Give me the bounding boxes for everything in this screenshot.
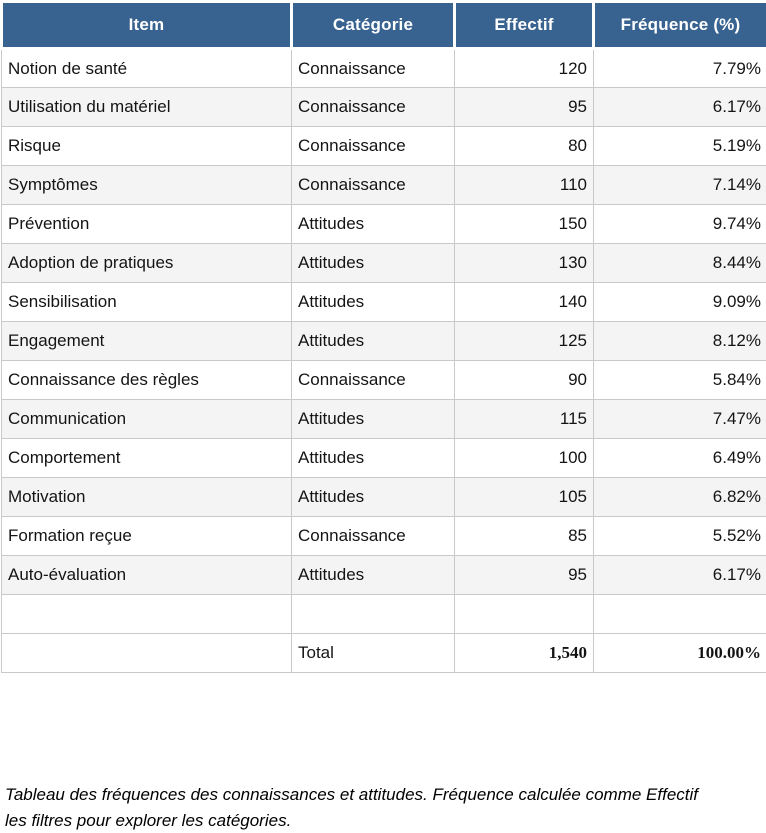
cell-effectif: 140 — [454, 282, 594, 322]
cell-categorie: Attitudes — [291, 282, 455, 322]
cell-item: Utilisation du matériel — [1, 87, 292, 127]
table-footer: Total 1,540 100.00% — [1, 594, 766, 673]
cell-item: Prévention — [1, 204, 292, 244]
cell-frequence: 6.82% — [593, 477, 766, 517]
cell-frequence: 5.84% — [593, 360, 766, 400]
empty-row — [1, 594, 766, 634]
cell-item: Auto-évaluation — [1, 555, 292, 595]
cell-frequence: 8.44% — [593, 243, 766, 283]
table-body: Notion de santé Connaissance 120 7.79% Utili… — [1, 48, 766, 595]
cell-item: Communication — [1, 399, 292, 439]
table-row: Symptômes Connaissance 110 7.14% — [1, 165, 766, 205]
table-row: Formation reçue Connaissance 85 5.52% — [1, 516, 766, 556]
empty-cell — [454, 594, 594, 634]
cell-categorie: Attitudes — [291, 321, 455, 361]
cell-effectif: 100 — [454, 438, 594, 478]
table-row: Adoption de pratiques Attitudes 130 8.44% — [1, 243, 766, 283]
cell-effectif: 80 — [454, 126, 594, 166]
cell-categorie: Attitudes — [291, 555, 455, 595]
cell-effectif: 115 — [454, 399, 594, 439]
table-row: Comportement Attitudes 100 6.49% — [1, 438, 766, 478]
cell-categorie: Connaissance — [291, 360, 455, 400]
cell-effectif: 90 — [454, 360, 594, 400]
cell-frequence: 9.74% — [593, 204, 766, 244]
cell-effectif: 120 — [454, 48, 594, 88]
header-item: Item — [0, 0, 293, 50]
cell-frequence: 6.17% — [593, 87, 766, 127]
empty-cell — [291, 594, 455, 634]
empty-cell — [1, 594, 292, 634]
cell-item: Connaissance des règles — [1, 360, 292, 400]
cell-categorie: Connaissance — [291, 48, 455, 88]
caption-line1: Tableau des fréquences des connaissances… — [5, 785, 698, 804]
empty-cell — [593, 594, 766, 634]
cell-categorie: Connaissance — [291, 165, 455, 205]
cell-effectif: 85 — [454, 516, 594, 556]
cell-effectif: 150 — [454, 204, 594, 244]
cell-effectif: 95 — [454, 555, 594, 595]
table-row: Notion de santé Connaissance 120 7.79% — [1, 48, 766, 88]
caption-line2: les filtres pour explorer les catégories… — [5, 811, 292, 830]
table-row: Prévention Attitudes 150 9.74% — [1, 204, 766, 244]
cell-categorie: Connaissance — [291, 516, 455, 556]
cell-item: Risque — [1, 126, 292, 166]
cell-item: Sensibilisation — [1, 282, 292, 322]
cell-categorie: Attitudes — [291, 477, 455, 517]
cell-frequence: 6.17% — [593, 555, 766, 595]
table-caption: Tableau des fréquences des connaissances… — [5, 782, 766, 833]
cell-frequence: 5.19% — [593, 126, 766, 166]
cell-effectif: 95 — [454, 87, 594, 127]
cell-categorie: Attitudes — [291, 399, 455, 439]
cell-item: Comportement — [1, 438, 292, 478]
cell-frequence: 6.49% — [593, 438, 766, 478]
header-effectif: Effectif — [453, 0, 595, 50]
cell-effectif: 105 — [454, 477, 594, 517]
table-row: Sensibilisation Attitudes 140 9.09% — [1, 282, 766, 322]
cell-item: Notion de santé — [1, 48, 292, 88]
table-row: Utilisation du matériel Connaissance 95 6.1… — [1, 87, 766, 127]
total-effectif: 1,540 — [454, 633, 594, 673]
header-categorie: Catégorie — [290, 0, 456, 50]
cell-frequence: 7.79% — [593, 48, 766, 88]
total-label: Total — [291, 633, 455, 673]
header-frequence: Fréquence (%) — [592, 0, 766, 50]
total-empty-cell — [1, 633, 292, 673]
cell-item: Formation reçue — [1, 516, 292, 556]
total-row: Total 1,540 100.00% — [1, 633, 766, 673]
frequency-table: Item Catégorie Effectif Fréquence (%) No… — [0, 0, 766, 673]
cell-frequence: 8.12% — [593, 321, 766, 361]
table-row: Auto-évaluation Attitudes 95 6.17% — [1, 555, 766, 595]
total-frequence: 100.00% — [593, 633, 766, 673]
cell-effectif: 110 — [454, 165, 594, 205]
cell-categorie: Connaissance — [291, 87, 455, 127]
cell-categorie: Attitudes — [291, 243, 455, 283]
cell-item: Engagement — [1, 321, 292, 361]
cell-item: Symptômes — [1, 165, 292, 205]
table-row: Communication Attitudes 115 7.47% — [1, 399, 766, 439]
cell-frequence: 9.09% — [593, 282, 766, 322]
cell-categorie: Attitudes — [291, 204, 455, 244]
cell-categorie: Connaissance — [291, 126, 455, 166]
header-row: Item Catégorie Effectif Fréquence (%) — [0, 0, 766, 50]
table-row: Connaissance des règles Connaissance 90 5.8… — [1, 360, 766, 400]
cell-effectif: 130 — [454, 243, 594, 283]
table-row: Risque Connaissance 80 5.19% — [1, 126, 766, 166]
cell-frequence: 5.52% — [593, 516, 766, 556]
cell-item: Adoption de pratiques — [1, 243, 292, 283]
cell-item: Motivation — [1, 477, 292, 517]
cell-categorie: Attitudes — [291, 438, 455, 478]
table-row: Motivation Attitudes 105 6.82% — [1, 477, 766, 517]
cell-frequence: 7.47% — [593, 399, 766, 439]
cell-effectif: 125 — [454, 321, 594, 361]
table-row: Engagement Attitudes 125 8.12% — [1, 321, 766, 361]
cell-frequence: 7.14% — [593, 165, 766, 205]
